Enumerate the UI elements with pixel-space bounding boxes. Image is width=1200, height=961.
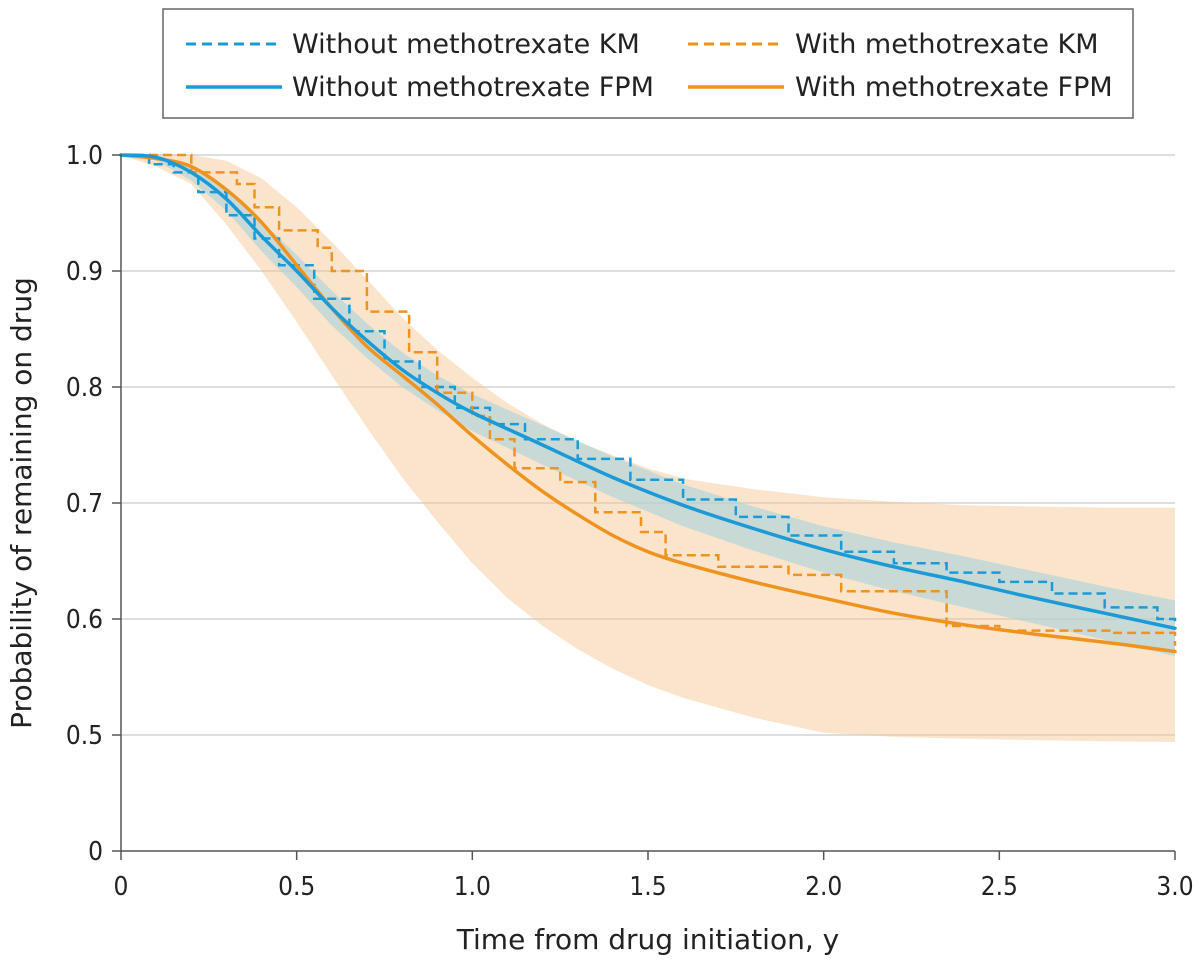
x-tick-label-1.5: 1.5 bbox=[629, 872, 666, 902]
y-tick-label-0.7: 0.7 bbox=[66, 489, 103, 519]
x-tick-label-0: 0 bbox=[114, 872, 129, 902]
legend: Without methotrexate KM With methotrexat… bbox=[162, 8, 1134, 119]
legend-label-without-fpm: Without methotrexate FPM bbox=[292, 72, 654, 103]
axes bbox=[112, 154, 1176, 860]
x-tick-label-1: 1.0 bbox=[454, 872, 491, 902]
y-axis-title: Probability of remaining on drug bbox=[5, 277, 38, 729]
tick-labels: 0 0.5 1.0 1.5 2.0 2.5 3.0 0 0.5 0.6 0.7 0.8 0.9 1.0 bbox=[66, 141, 1194, 902]
y-tick-label-0.6: 0.6 bbox=[66, 605, 103, 635]
y-tick-label-1: 1.0 bbox=[66, 141, 103, 171]
series-line-without-methotrexate-fpm bbox=[119, 153, 1177, 631]
series-lines bbox=[119, 153, 1177, 654]
y-tick-label-0: 0 bbox=[88, 837, 103, 867]
x-tick-label-2: 2.0 bbox=[805, 872, 842, 902]
y-tick-label-0.9: 0.9 bbox=[66, 257, 103, 287]
legend-label-with-km: With methotrexate KM bbox=[795, 29, 1099, 60]
x-tick-label-3: 3.0 bbox=[1156, 872, 1193, 902]
legend-label-with-fpm: With methotrexate FPM bbox=[795, 72, 1113, 103]
legend-label-without-km: Without methotrexate KM bbox=[292, 29, 640, 60]
series-line-without-methotrexate-km bbox=[121, 153, 1177, 622]
x-axis-title: Time from drug initiation, y bbox=[456, 923, 839, 956]
legend-box bbox=[162, 8, 1134, 119]
y-tick-label-0.8: 0.8 bbox=[66, 373, 103, 403]
x-tick-label-2.5: 2.5 bbox=[981, 872, 1018, 902]
x-tick-label-0.5: 0.5 bbox=[278, 872, 315, 902]
plot-area: 0 0.5 1.0 1.5 2.0 2.5 3.0 0 0.5 0.6 0.7 0.8 0.9 1.0 bbox=[66, 141, 1194, 902]
series-line-with-methotrexate-fpm bbox=[119, 153, 1177, 654]
series-line-with-methotrexate-km bbox=[121, 153, 1177, 646]
y-tick-label-0.5: 0.5 bbox=[66, 721, 103, 751]
